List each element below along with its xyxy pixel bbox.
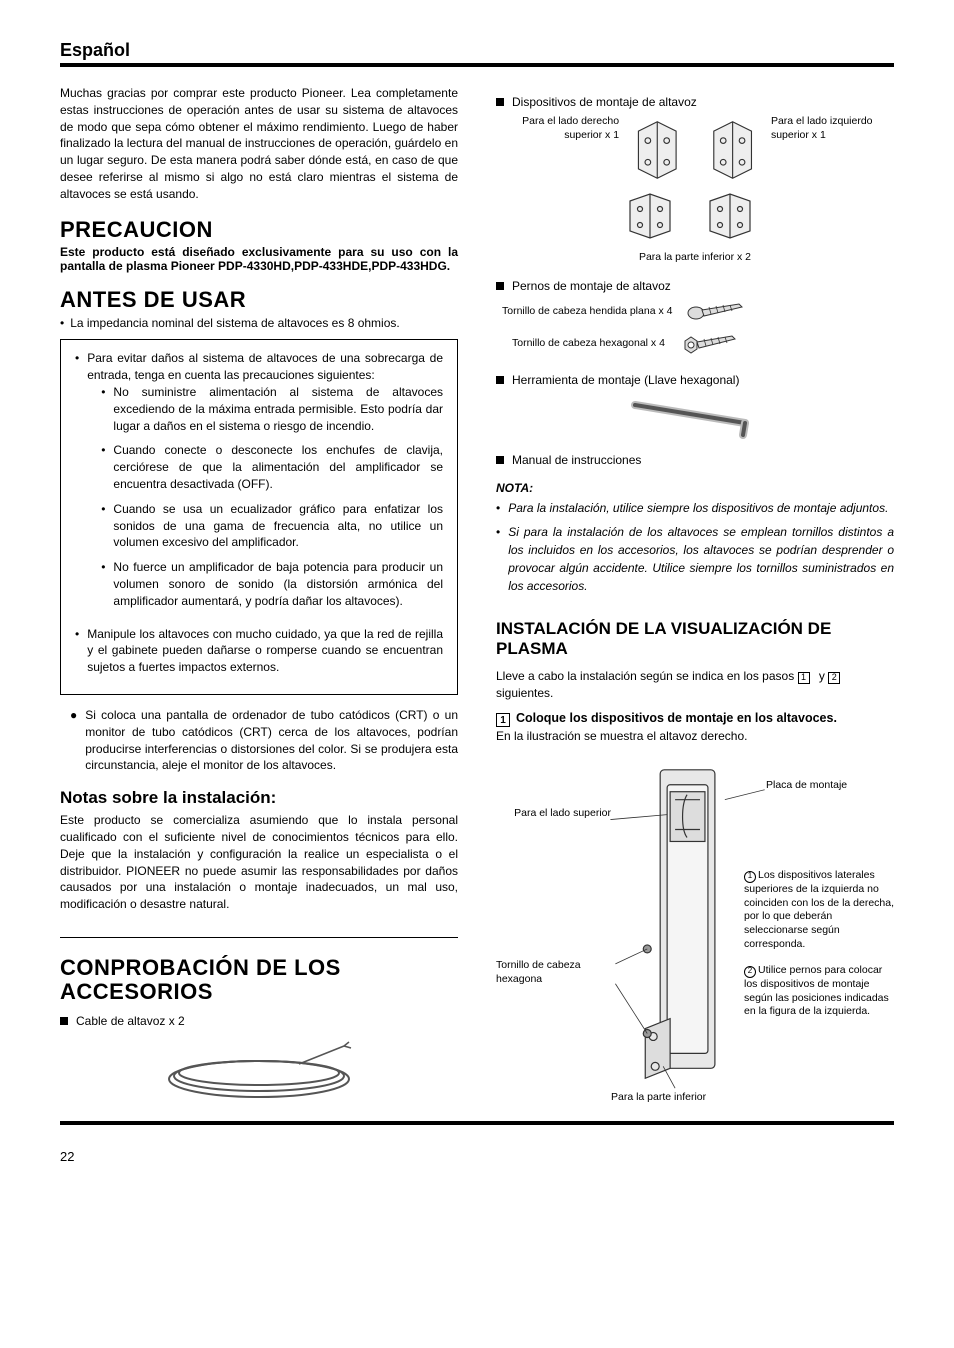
step-ref-1: 1 — [798, 672, 810, 684]
mount-left-label: Para el lado izquierdo superior x 1 — [771, 115, 884, 142]
nota-item-1: • Si para la instalación de los altavoce… — [496, 523, 894, 595]
bolt-flat-label: Tornillo de cabeza hendida plana x 4 — [502, 305, 672, 319]
speaker-diagram: Para el lado superior Placa de montaje T… — [496, 749, 894, 1119]
language-header: Español — [60, 40, 894, 67]
install-lead-a: Lleve a cabo la instalación según se ind… — [496, 669, 798, 683]
diag-top-side: Para el lado superior — [496, 807, 611, 821]
bullet-dot-icon: • — [101, 442, 105, 492]
bullet-dot-icon: • — [496, 499, 500, 517]
mount-bottom-label: Para la parte inferior x 2 — [496, 251, 894, 263]
intro-paragraph: Muchas gracias por comprar este producto… — [60, 85, 458, 203]
brackets-top-icon — [629, 115, 761, 185]
bullet-dot-icon: • — [75, 626, 79, 676]
right-column: Dispositivos de montaje de altavoz Para … — [496, 85, 894, 1119]
notas-heading: Notas sobre la instalación: — [60, 788, 458, 808]
square-bullet-icon — [496, 282, 504, 290]
flat-screw-icon — [684, 299, 754, 325]
precaucion-heading: PRECAUCION — [60, 217, 458, 243]
install-lead: Lleve a cabo la instalación según se ind… — [496, 668, 894, 702]
acc-manual-row: Manual de instrucciones — [496, 453, 894, 467]
diag-hexscrew: Tornillo de cabeza hexagona — [496, 959, 626, 986]
acc-mount-label: Dispositivos de montaje de altavoz — [512, 95, 697, 109]
diag-note-1-text: Los dispositivos laterales superiores de… — [744, 869, 894, 949]
crt-note: ● Si coloca una pantalla de ordenador de… — [70, 707, 458, 774]
impedance-text: La impedancia nominal del sistema de alt… — [70, 315, 400, 332]
mount-brackets-top: Para el lado derecho superior x 1 Para e… — [506, 115, 884, 185]
hex-key-icon — [615, 393, 775, 443]
diag-note-2-text: Utilice pernos para colocar los disposit… — [744, 964, 889, 1017]
acc-manual-label: Manual de instrucciones — [512, 453, 641, 467]
bullet-dot-icon: • — [101, 501, 105, 551]
brackets-bottom-icon — [615, 191, 775, 241]
box-trailing-text: Manipule los altavoces con mucho cuidado… — [87, 626, 443, 676]
crt-note-text: Si coloca una pantalla de ordenador de t… — [85, 707, 458, 774]
square-bullet-icon — [496, 456, 504, 464]
acc-bolts-row: Pernos de montaje de altavoz — [496, 279, 894, 293]
acc-cable-row: Cable de altavoz x 2 — [60, 1014, 458, 1028]
step-1-heading: 1 Coloque los dispositivos de montaje en… — [496, 711, 894, 727]
bullet-dot-icon: • — [496, 523, 500, 595]
acc-cable-label: Cable de altavoz x 2 — [76, 1014, 185, 1028]
acc-tool-label: Herramienta de montaje (Llave hexagonal) — [512, 373, 739, 387]
acc-mount-row: Dispositivos de montaje de altavoz — [496, 95, 894, 109]
cable-illustration — [149, 1034, 369, 1104]
step-ref-2: 2 — [828, 672, 840, 684]
bullet-dot-icon: • — [101, 384, 105, 434]
step-1-subtitle: En la ilustración se muestra el altavoz … — [496, 729, 894, 743]
square-bullet-icon — [60, 1017, 68, 1025]
diag-note-2: 2Utilice pernos para colocar los disposi… — [744, 964, 894, 1019]
hex-screw-icon — [677, 331, 747, 357]
box-item-3: No fuerce un amplificador de baja potenc… — [113, 559, 443, 609]
precautions-box: • Para evitar daños al sistema de altavo… — [60, 339, 458, 695]
notas-body: Este producto se comercializa asumiendo … — [60, 812, 458, 913]
left-column: Muchas gracias por comprar este producto… — [60, 85, 458, 1119]
box-lead-text: Para evitar daños al sistema de altavoce… — [87, 351, 443, 382]
box-trailing: • Manipule los altavoces con mucho cuida… — [75, 626, 443, 676]
install-lead-b: y — [816, 669, 829, 683]
page-number: 22 — [60, 1149, 894, 1164]
diag-note-1: 1Los dispositivos laterales superiores d… — [744, 869, 894, 951]
accesorios-heading: CONPROBACIÓN DE LOS ACCESORIOS — [60, 956, 458, 1004]
circled-2-icon: 2 — [744, 966, 756, 978]
bullet-dot-icon: • — [75, 350, 79, 617]
bullet-dot-icon: ● — [70, 707, 77, 774]
precaucion-body: Este producto está diseñado exclusivamen… — [60, 245, 458, 273]
antes-heading: ANTES DE USAR — [60, 287, 458, 313]
diag-bottom: Para la parte inferior — [611, 1091, 706, 1105]
square-bullet-icon — [496, 98, 504, 106]
bullet-dot-icon: • — [101, 559, 105, 609]
box-item-0: No suministre alimentación al sistema de… — [113, 384, 443, 434]
diag-plate: Placa de montaje — [766, 779, 847, 793]
box-item-1: Cuando conecte o desconecte los enchufes… — [113, 442, 443, 492]
nota-item-0: • Para la instalación, utilice siempre l… — [496, 499, 894, 517]
bullet-dot-icon: • — [60, 315, 64, 332]
step-1-title: Coloque los dispositivos de montaje en l… — [516, 711, 837, 725]
impedance-bullet: • La impedancia nominal del sistema de a… — [60, 315, 458, 332]
mount-right-label: Para el lado derecho superior x 1 — [506, 115, 619, 142]
nota-text-1: Si para la instalación de los altavoces … — [508, 523, 894, 595]
two-column-layout: Muchas gracias por comprar este producto… — [60, 85, 894, 1119]
acc-tool-row: Herramienta de montaje (Llave hexagonal) — [496, 373, 894, 387]
step-1-number: 1 — [496, 713, 510, 727]
box-lead: • Para evitar daños al sistema de altavo… — [75, 350, 443, 617]
nota-text-0: Para la instalación, utilice siempre los… — [508, 499, 888, 517]
footer-rule — [60, 1121, 894, 1125]
nota-heading: NOTA: — [496, 481, 894, 495]
bolt-hex-label: Tornillo de cabeza hexagonal x 4 — [512, 337, 665, 351]
divider — [60, 937, 458, 938]
box-item-2: Cuando se usa un ecualizador gráfico par… — [113, 501, 443, 551]
circled-1-icon: 1 — [744, 871, 756, 883]
install-lead-c: siguientes. — [496, 686, 553, 700]
acc-bolts-label: Pernos de montaje de altavoz — [512, 279, 671, 293]
install-heading: INSTALACIÓN DE LA VISUALIZACIÓN DE PLASM… — [496, 619, 894, 660]
square-bullet-icon — [496, 376, 504, 384]
